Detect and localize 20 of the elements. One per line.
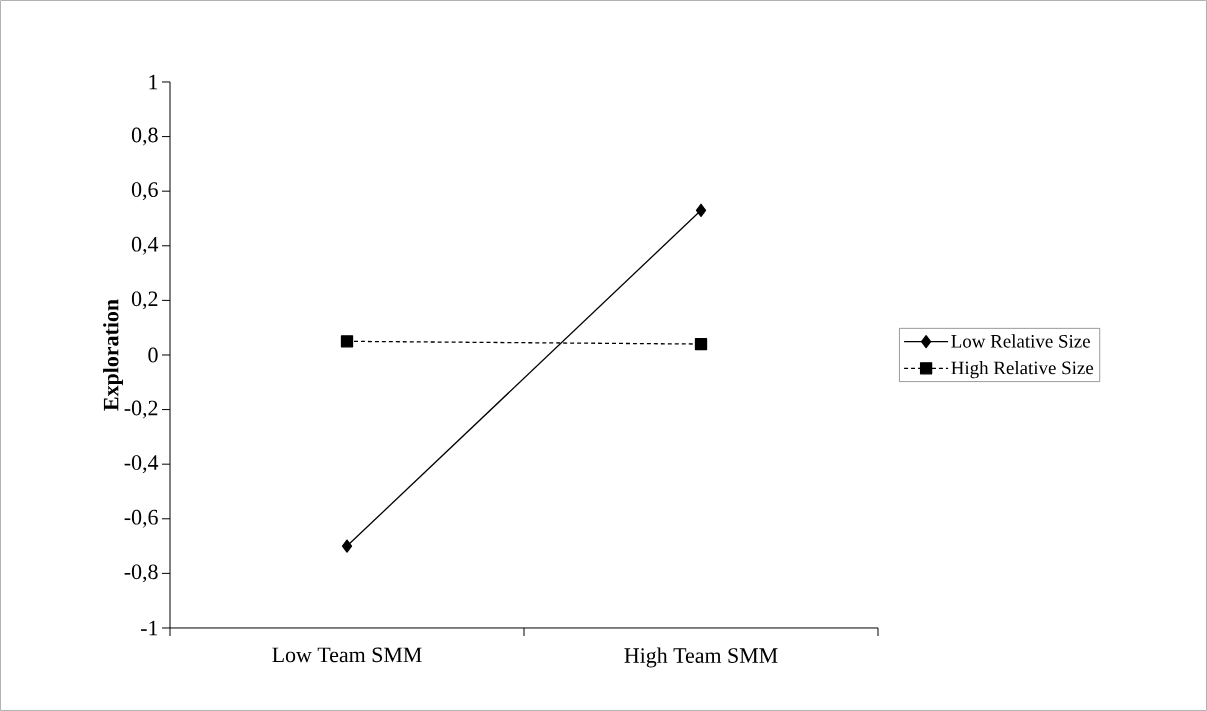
legend-label: High Relative Size <box>951 360 1094 379</box>
y-tick-label: -0,8 <box>124 564 158 583</box>
y-tick-label: 0,4 <box>131 236 159 255</box>
x-tick-label: High Team SMM <box>624 647 778 668</box>
y-tick-label: 0,6 <box>131 182 158 201</box>
y-tick-label: 0,8 <box>131 127 158 146</box>
point <box>694 337 708 351</box>
y-tick-label: 0,2 <box>131 291 158 310</box>
point <box>341 539 353 553</box>
y-tick-label: 0 <box>148 347 158 363</box>
y-tick-label: -0,4 <box>124 455 159 474</box>
y-tick-label: -1 <box>141 620 158 636</box>
point <box>695 203 707 217</box>
y-axis-title: Exploration <box>103 299 123 411</box>
y-tick-label: -0,6 <box>124 509 158 528</box>
y-tick-label: -0,2 <box>124 400 158 419</box>
legend-label: Low Relative Size <box>951 334 1090 348</box>
y-tick-label: 1 <box>149 74 158 90</box>
point <box>340 335 354 348</box>
x-tick-label: Low Team SMM <box>272 647 422 663</box>
